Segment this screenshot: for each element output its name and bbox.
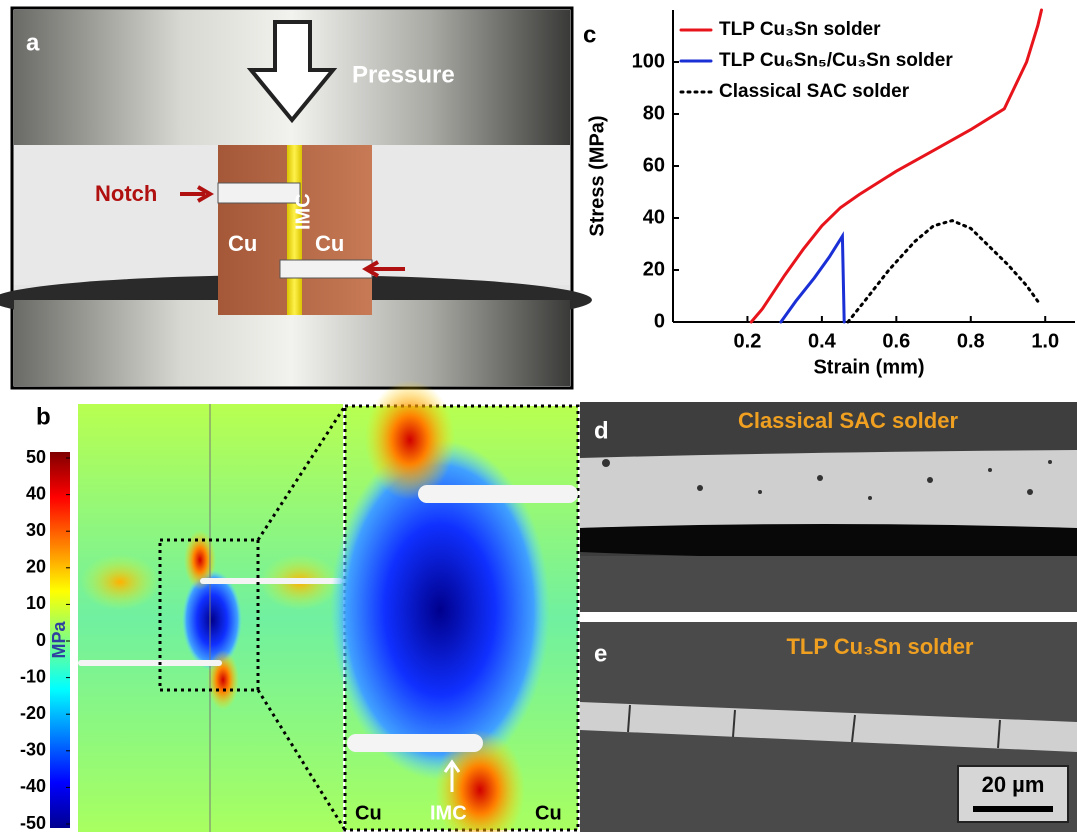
notch <box>347 734 483 752</box>
panel-a: a Pressure Notch Cu IMC Cu <box>0 8 592 388</box>
stress-region <box>182 570 242 670</box>
y-axis-label: Stress (MPa) <box>586 115 608 236</box>
x-tick-label: 0.2 <box>734 330 762 352</box>
label-cu: Cu <box>535 802 562 824</box>
figure: a Pressure Notch Cu IMC Cu b MPa Cu IMC … <box>0 0 1077 832</box>
y-tick-label: 20 <box>643 258 665 280</box>
y-tick-label: 0 <box>654 310 665 332</box>
notch-bottom <box>280 260 372 278</box>
caption: TLP Cu₃Sn solder <box>786 634 973 659</box>
panel-label: a <box>26 29 40 56</box>
scale-bar <box>973 806 1053 812</box>
colorbar-tick-label: -40 <box>20 776 46 796</box>
panel-d: d Classical SAC solder <box>580 402 1077 612</box>
legend-label: TLP Cu₆Sn₅/Cu₃Sn solder <box>719 50 953 71</box>
notch <box>78 660 222 666</box>
stress-region <box>80 554 160 610</box>
colorbar-label: MPa <box>49 621 69 659</box>
colorbar-tick-label: -20 <box>20 703 46 723</box>
colorbar-tick-label: 50 <box>26 447 46 467</box>
x-tick-label: 0.8 <box>957 330 985 352</box>
label-notch: Notch <box>95 181 157 206</box>
panel-e: e TLP Cu₃Sn solder 20 µm <box>580 622 1077 832</box>
solder-layer <box>580 450 1077 530</box>
y-tick-label: 60 <box>643 154 665 176</box>
notch <box>200 578 343 584</box>
panel-label: b <box>36 403 51 430</box>
notch <box>418 485 578 503</box>
panel-label: c <box>583 21 596 48</box>
colorbar-tick-label: -10 <box>20 666 46 686</box>
x-axis-label: Strain (mm) <box>813 356 924 378</box>
colorbar-tick-label: 30 <box>26 520 46 540</box>
x-tick-label: 0.4 <box>808 330 837 352</box>
substrate <box>580 556 1077 612</box>
colorbar-tick-label: -30 <box>20 740 46 760</box>
y-tick-label: 80 <box>643 102 665 124</box>
scale-label: 20 µm <box>982 772 1045 797</box>
label-pressure: Pressure <box>352 61 455 88</box>
caption: Classical SAC solder <box>738 408 959 433</box>
y-tick-label: 40 <box>643 206 665 228</box>
colorbar-tick-label: 10 <box>26 593 46 613</box>
legend-label: TLP Cu₃Sn solder <box>719 19 881 40</box>
panel-b: b MPa Cu IMC Cu 50 40 30 20 10 0 -10 -20 -30 -40 -… <box>20 380 578 832</box>
x-tick-label: 1.0 <box>1031 330 1059 352</box>
x-tick-label: 0.6 <box>882 330 910 352</box>
colorbar-tick-label: 40 <box>26 483 46 503</box>
legend-label: Classical SAC solder <box>719 81 910 102</box>
crack <box>580 524 1077 558</box>
notch-top <box>218 183 300 203</box>
colorbar-tick-label: 0 <box>36 630 46 650</box>
label-imc: IMC <box>430 802 467 824</box>
colorbar-tick-label: -50 <box>20 813 46 832</box>
label-cu: Cu <box>355 802 382 824</box>
label-imc: IMC <box>292 193 314 230</box>
page: a Pressure Notch Cu IMC Cu b MPa Cu IMC … <box>0 0 1077 832</box>
stress-region <box>207 650 239 710</box>
stress-region <box>365 380 455 500</box>
panel-label: e <box>594 640 607 667</box>
colorbar-tick-label: 20 <box>26 557 46 577</box>
panel-c: c 0 20 40 60 80 100 0.2 0.4 0.6 0.8 1.0 Strain (mm)… <box>583 10 1075 378</box>
panel-label: d <box>594 417 609 444</box>
label-cu: Cu <box>315 231 344 256</box>
series-line <box>781 236 844 322</box>
series-line <box>848 221 1038 322</box>
y-tick-label: 100 <box>632 50 665 72</box>
label-cu: Cu <box>228 231 257 256</box>
